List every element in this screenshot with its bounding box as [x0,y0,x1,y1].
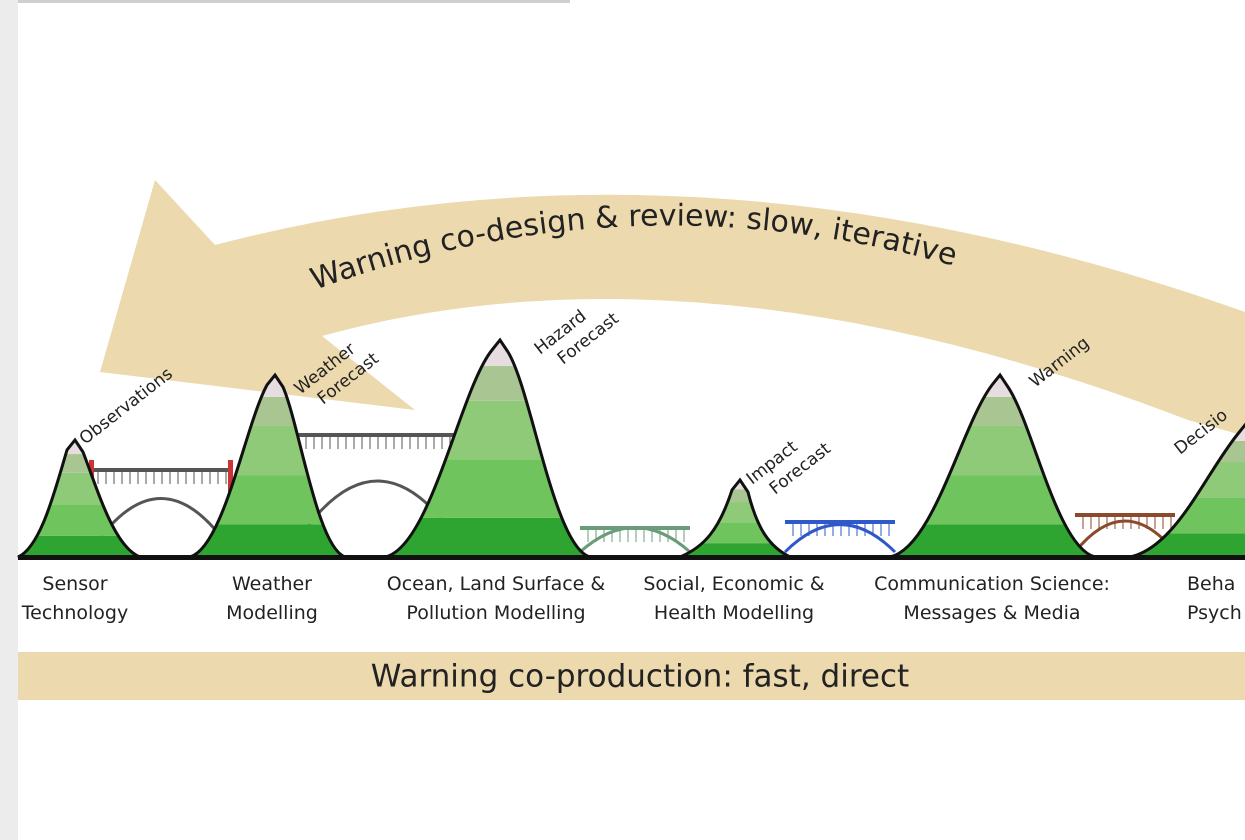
base-label: Weather [232,573,312,595]
top-strip [18,0,570,3]
page: Warning co-design & review: slow, iterat… [0,0,1245,840]
base-label: Sensor [42,573,107,595]
base-label: Modelling [226,602,318,624]
left-strip [0,0,18,840]
base-label: Psych [1187,602,1242,624]
co-production-label: Warning co-production: fast, direct [371,659,909,695]
base-label: Social, Economic & [643,573,824,595]
base-label: Health Modelling [654,602,814,624]
base-label: Messages & Media [903,602,1080,624]
ground [18,555,1245,560]
base-label: Ocean, Land Surface & [387,573,606,595]
background [0,0,1245,840]
base-label: Beha [1187,573,1235,595]
base-label: Pollution Modelling [406,602,585,624]
diagram: Warning co-design & review: slow, iterat… [0,0,1245,840]
base-label: Communication Science: [874,573,1110,595]
base-label: Technology [21,602,128,624]
